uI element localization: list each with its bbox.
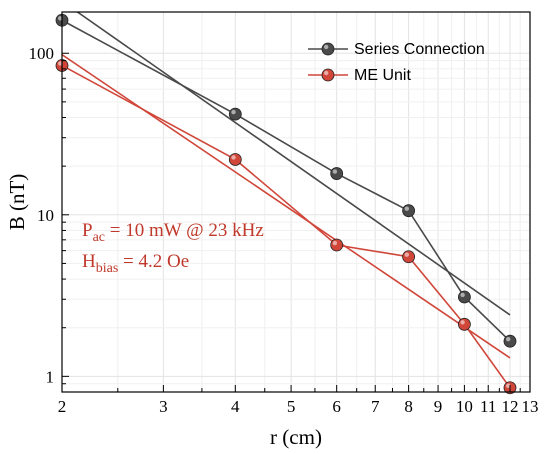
x-tick-label: 11 — [480, 397, 496, 416]
x-tick-label: 7 — [371, 397, 380, 416]
x-tick-label: 5 — [287, 397, 296, 416]
data-point-highlight — [404, 206, 410, 211]
data-point — [458, 317, 471, 331]
fit-line-0 — [76, 12, 511, 316]
data-point — [458, 290, 471, 304]
data-point — [503, 334, 517, 348]
legend-label-1: ME Unit — [354, 67, 411, 84]
series-layer — [55, 13, 517, 395]
plot-frame — [61, 11, 531, 393]
x-tick-label: 10 — [456, 397, 473, 416]
x-tick-label: 6 — [332, 397, 341, 416]
x-tick-label: 12 — [501, 397, 518, 416]
x-tick-label: 4 — [231, 397, 240, 416]
grid — [62, 12, 530, 392]
annotation-1: Hbias = 4.2 Oe — [82, 251, 189, 276]
data-point — [402, 250, 416, 264]
series-line-1 — [61, 64, 511, 389]
data-point-highlight — [404, 252, 410, 257]
y-tick-labels: 1 10 100 — [29, 44, 55, 386]
data-point-highlight — [460, 320, 465, 325]
annotation-0: Pac = 10 mW @ 23 kHz — [82, 220, 264, 245]
data-point-highlight — [58, 61, 63, 66]
data-point — [402, 204, 416, 218]
legend-marker-highlight — [324, 44, 329, 50]
legend-marker-highlight — [324, 70, 329, 76]
legend: Series Connection ME Unit — [308, 41, 485, 84]
data-point-highlight — [505, 337, 511, 342]
legend-marker-1 — [321, 68, 335, 82]
x-tick-label: 13 — [522, 397, 539, 416]
y-axis-title: B (nT) — [5, 174, 29, 231]
data-point-highlight — [460, 292, 465, 298]
x-tick-label: 3 — [159, 397, 168, 416]
x-tick-labels: 2 3 4 5 6 7 8 9 10 11 12 13 — [58, 397, 539, 416]
fit-line-1 — [62, 53, 511, 359]
legend-label-0: Series Connection — [354, 41, 485, 58]
x-axis-title: r (cm) — [270, 425, 322, 449]
data-point-highlight — [58, 16, 63, 21]
data-point — [330, 167, 344, 180]
series-line-0 — [61, 19, 511, 342]
data-point-highlight — [231, 109, 236, 115]
y-tick-label: 100 — [29, 44, 55, 63]
x-tick-label: 2 — [58, 397, 67, 416]
data-point-highlight — [231, 155, 236, 160]
data-point — [228, 107, 242, 121]
data-point — [228, 153, 242, 166]
axis-ticks — [61, 52, 531, 393]
y-tick-label: 1 — [46, 367, 55, 386]
data-point-highlight — [505, 383, 511, 388]
data-point — [330, 238, 344, 252]
x-tick-label: 8 — [404, 397, 413, 416]
data-point-highlight — [332, 240, 338, 246]
legend-marker-0 — [321, 42, 335, 56]
annotations: Pac = 10 mW @ 23 kHz Hbias = 4.2 Oe — [82, 220, 264, 276]
x-tick-label: 9 — [434, 397, 443, 416]
data-point-highlight — [332, 169, 338, 174]
y-tick-label: 10 — [37, 206, 54, 225]
